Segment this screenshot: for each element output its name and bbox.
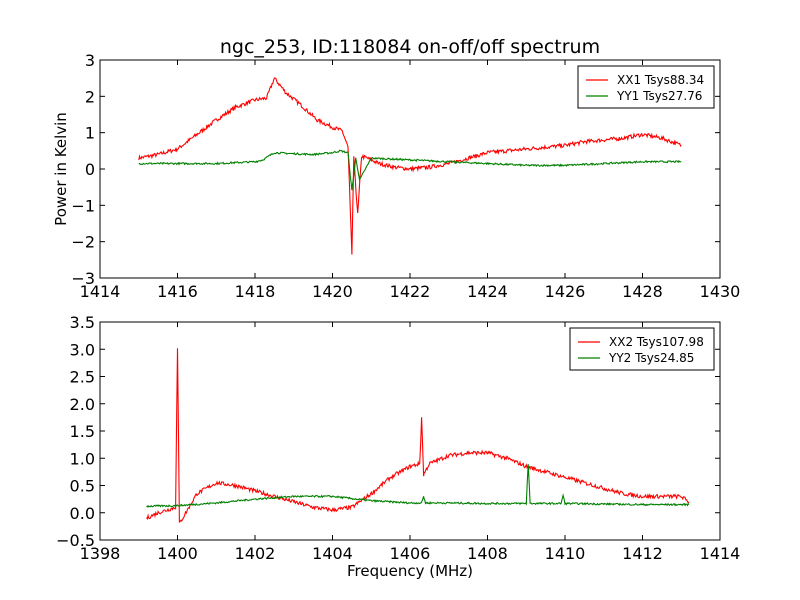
x-tick-label: 1414 [80, 282, 121, 301]
x-tick-label: 1416 [157, 282, 198, 301]
x-tick-label: 1418 [235, 282, 276, 301]
x-tick-label: 1424 [467, 282, 508, 301]
x-tick-label: 1398 [80, 544, 121, 563]
legend-entry: YY2 Tsys24.85 [608, 351, 694, 365]
y-tick-label: 2 [85, 87, 95, 106]
x-tick-label: 1426 [545, 282, 586, 301]
x-tick-label: 1408 [467, 544, 508, 563]
y-tick-label: −2 [71, 233, 95, 252]
legend: XX1 Tsys88.34 YY1 Tsys27.76 [577, 65, 715, 109]
legend-box [569, 327, 715, 371]
series-line-2-2 [146, 464, 690, 508]
y-tick-label: 1 [85, 124, 95, 143]
series-line-2-1 [146, 348, 690, 524]
y-tick-label: 3 [85, 51, 95, 70]
x-tick-label: 1404 [312, 544, 353, 563]
x-tick-label: 1414 [700, 544, 741, 563]
x-tick-label: 1428 [622, 282, 663, 301]
y-tick-label: 3.0 [70, 340, 95, 359]
x-tick-label: 1406 [390, 544, 431, 563]
x-tick-label: 1410 [545, 544, 586, 563]
y-tick-label: 0.0 [70, 504, 95, 523]
x-tick-label: 1422 [390, 282, 431, 301]
series-line-1-2 [138, 149, 682, 191]
x-tick-label: 1420 [312, 282, 353, 301]
figure-title: ngc_253, ID:118084 on-off/off spectrum [220, 36, 600, 58]
series-line-1-1 [138, 77, 682, 255]
y-tick-label: 0 [85, 160, 95, 179]
y-tick-label: 1.0 [70, 449, 95, 468]
y-tick-label: 3.5 [70, 313, 95, 332]
y-tick-label: −1 [71, 196, 95, 215]
y-tick-label: 1.5 [70, 422, 95, 441]
x-tick-label: 1402 [235, 544, 276, 563]
legend-box [577, 65, 715, 109]
bottom-panel-xx2-yy2: 1398 1400 1402 1404 1406 1408 1410 1412 1414 −0.5… [56, 313, 740, 580]
x-tick-label: 1400 [157, 544, 198, 563]
y-tick-label: 0.5 [70, 477, 95, 496]
y-tick-label: −3 [71, 269, 95, 288]
legend-entry: XX2 Tsys107.98 [609, 335, 704, 349]
legend-entry: XX1 Tsys88.34 [617, 73, 704, 87]
y-tick-label: 2.5 [70, 368, 95, 387]
y-tick-label: −0.5 [56, 531, 95, 550]
x-tick-label: 1412 [622, 544, 663, 563]
x-tick-label: 1430 [700, 282, 741, 301]
top-panel-xx1-yy1: 1414 1416 1418 1420 1422 1424 1426 1428 1430 −3 −2… [52, 51, 740, 301]
legend-entry: YY1 Tsys27.76 [616, 89, 702, 103]
y-tick-label: 2.0 [70, 395, 95, 414]
legend: XX2 Tsys107.98 YY2 Tsys24.85 [569, 327, 715, 371]
x-axis-label: Frequency (MHz) [347, 562, 473, 580]
y-axis-label: Power in Kelvin [52, 112, 70, 226]
